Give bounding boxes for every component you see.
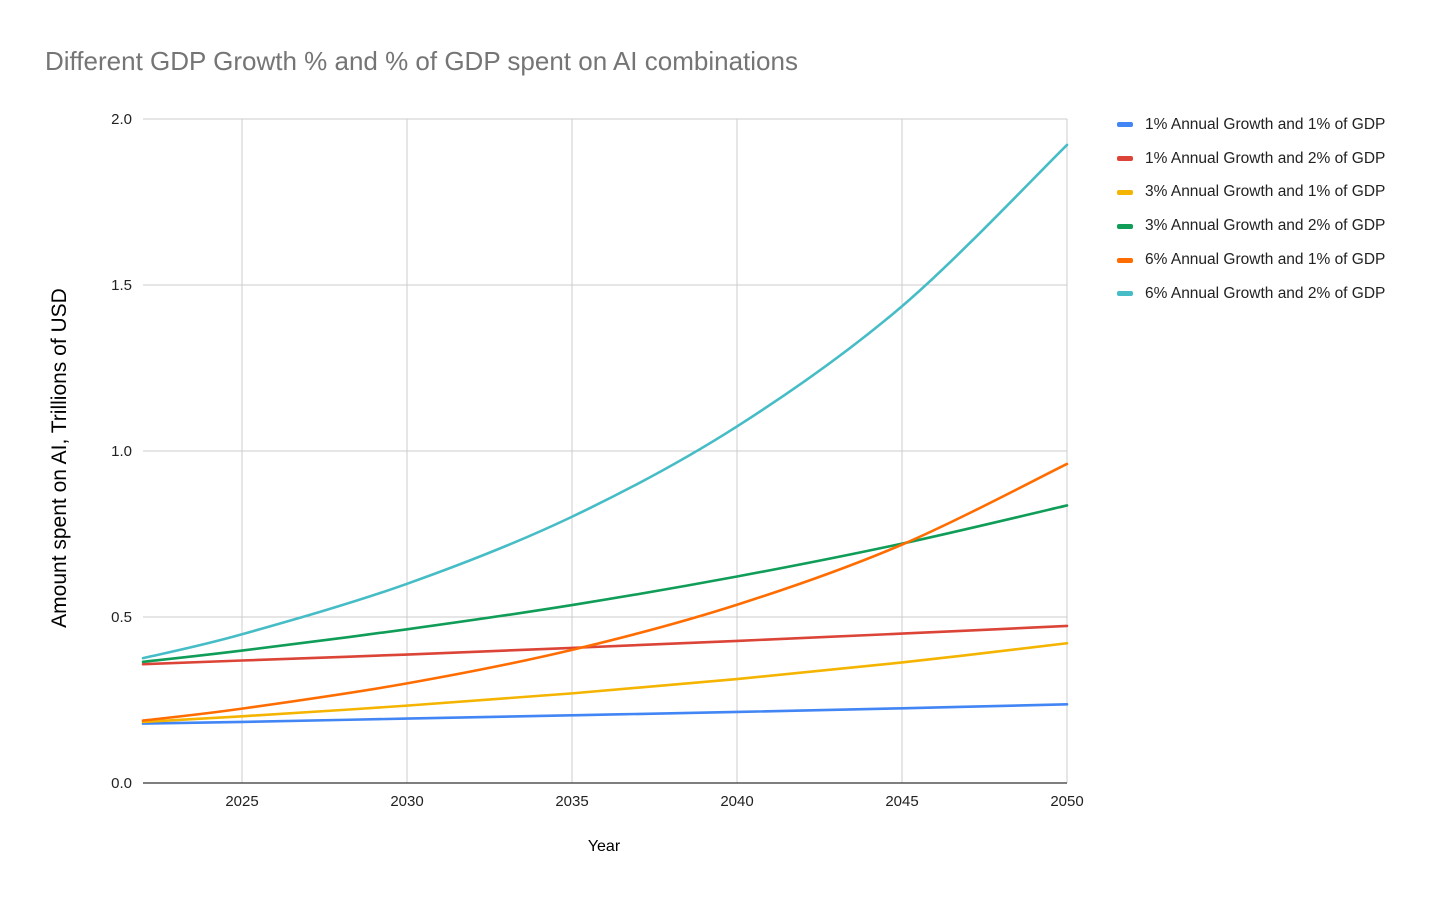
legend-item: 1% Annual Growth and 1% of GDP — [1117, 108, 1385, 142]
series-line-4 — [141, 504, 1069, 664]
legend-item: 6% Annual Growth and 1% of GDP — [1117, 243, 1385, 277]
x-tick-label: 2050 — [1050, 793, 1083, 810]
x-tick-label: 2045 — [885, 793, 918, 810]
tick-layer: 0.0 0.5 1.0 1.5 2.0 2025 2030 2035 2040 2045 2050 — [111, 111, 1084, 810]
legend-label: 6% Annual Growth and 2% of GDP — [1145, 284, 1386, 302]
legend-swatch — [1117, 122, 1133, 128]
y-axis-title: Amount spent on AI, Trillions of USD — [48, 288, 71, 628]
legend-label: 1% Annual Growth and 1% of GDP — [1145, 115, 1386, 133]
legend-swatch — [1117, 223, 1133, 229]
y-tick-label: 0.0 — [111, 775, 132, 792]
y-tick-label: 0.5 — [111, 609, 132, 626]
legend-swatch — [1117, 291, 1133, 297]
x-tick-label: 2025 — [225, 793, 258, 810]
y-tick-label: 1.5 — [111, 277, 132, 294]
x-tick-label: 2040 — [720, 793, 753, 810]
legend-label: 3% Annual Growth and 1% of GDP — [1145, 183, 1386, 201]
grid-layer — [143, 118, 1068, 783]
legend-item: 1% Annual Growth and 2% of GDP — [1117, 142, 1385, 176]
series-line-3 — [141, 641, 1069, 724]
series-line-6 — [141, 143, 1069, 660]
series-layer — [141, 143, 1069, 725]
y-tick-label: 1.0 — [111, 443, 132, 460]
legend-item: 3% Annual Growth and 1% of GDP — [1117, 176, 1385, 210]
y-tick-label: 2.0 — [111, 111, 132, 128]
x-axis-title: Year — [588, 838, 621, 855]
x-tick-label: 2030 — [390, 793, 423, 810]
chart-legend: 1% Annual Growth and 1% of GDP 1% Annual … — [1117, 108, 1385, 311]
series-line-5 — [141, 462, 1069, 722]
legend-item: 6% Annual Growth and 2% of GDP — [1117, 277, 1385, 311]
chart-title: Different GDP Growth % and % of GDP spen… — [45, 46, 798, 76]
series-line-1 — [141, 703, 1069, 725]
x-tick-label: 2035 — [555, 793, 588, 810]
legend-label: 6% Annual Growth and 1% of GDP — [1145, 251, 1386, 269]
legend-label: 1% Annual Growth and 2% of GDP — [1145, 149, 1386, 167]
legend-item: 3% Annual Growth and 2% of GDP — [1117, 209, 1385, 243]
legend-label: 3% Annual Growth and 2% of GDP — [1145, 217, 1386, 235]
legend-swatch — [1117, 156, 1133, 162]
legend-swatch — [1117, 257, 1133, 263]
legend-swatch — [1117, 189, 1133, 195]
